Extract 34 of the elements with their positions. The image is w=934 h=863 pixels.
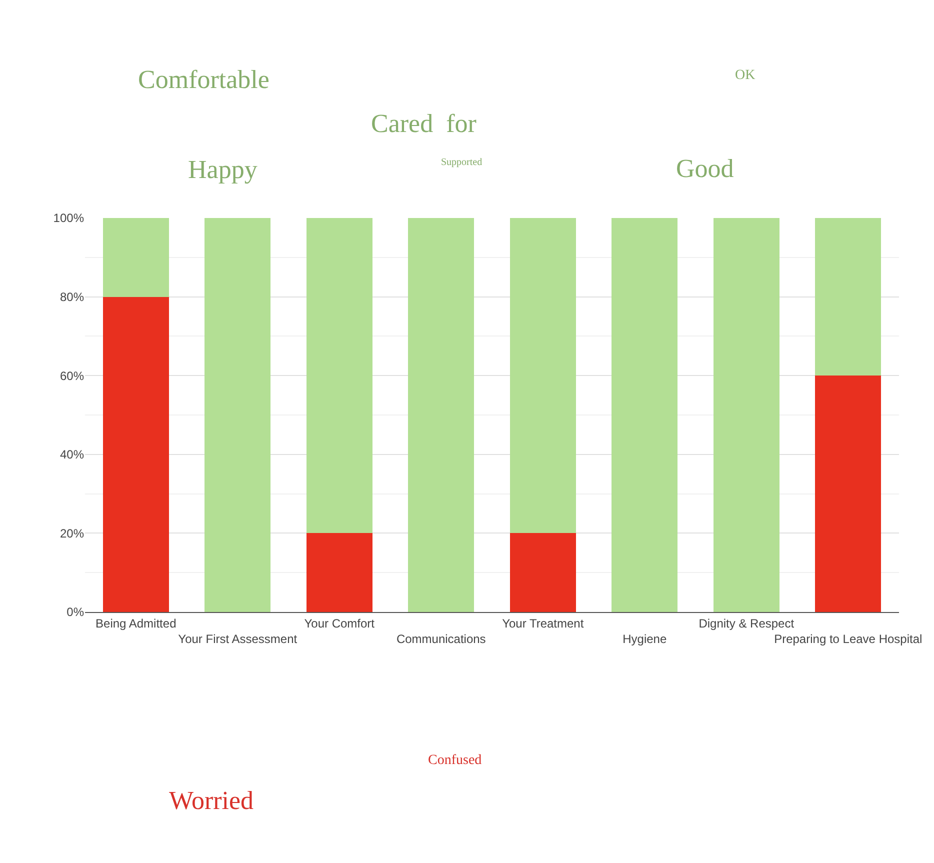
text: OK	[735, 68, 756, 83]
x-tick-label: Your Treatment	[502, 616, 584, 630]
text: Worried	[169, 786, 254, 815]
y-tick-label: 40%	[60, 448, 84, 462]
bar	[408, 218, 474, 612]
x-tick-label: Preparing to Leave Hospital	[774, 632, 922, 646]
x-tick-label: Your Comfort	[304, 616, 376, 630]
bar	[815, 218, 882, 376]
bar	[713, 218, 780, 612]
bar	[306, 218, 372, 534]
text: Comfortable	[138, 65, 270, 94]
bar	[204, 218, 271, 612]
x-tick-label: Communications	[396, 632, 486, 646]
bar	[510, 533, 576, 612]
x-tick-label: Dignity & Respect	[698, 616, 795, 630]
text: Supported	[441, 157, 482, 168]
text: Confused	[428, 753, 482, 768]
x-tick-label: Being Admitted	[96, 616, 176, 630]
bar	[102, 296, 169, 612]
bar	[102, 218, 169, 297]
text: Happy	[188, 155, 258, 184]
y-tick-label: 60%	[60, 368, 84, 383]
x-tick-label: Hygiene	[622, 632, 667, 646]
text: Good	[676, 154, 734, 183]
bar	[815, 376, 882, 612]
y-tick-label: 100%	[53, 211, 84, 226]
y-tick-label: 80%	[60, 290, 84, 304]
y-tick-label: 20%	[60, 526, 84, 540]
bar	[306, 533, 372, 612]
bar	[510, 218, 576, 534]
text: Cared for	[371, 109, 477, 138]
y-tick-label: 0%	[66, 605, 84, 620]
bar	[612, 218, 678, 612]
x-tick-label: Your First Assessment	[178, 632, 298, 646]
